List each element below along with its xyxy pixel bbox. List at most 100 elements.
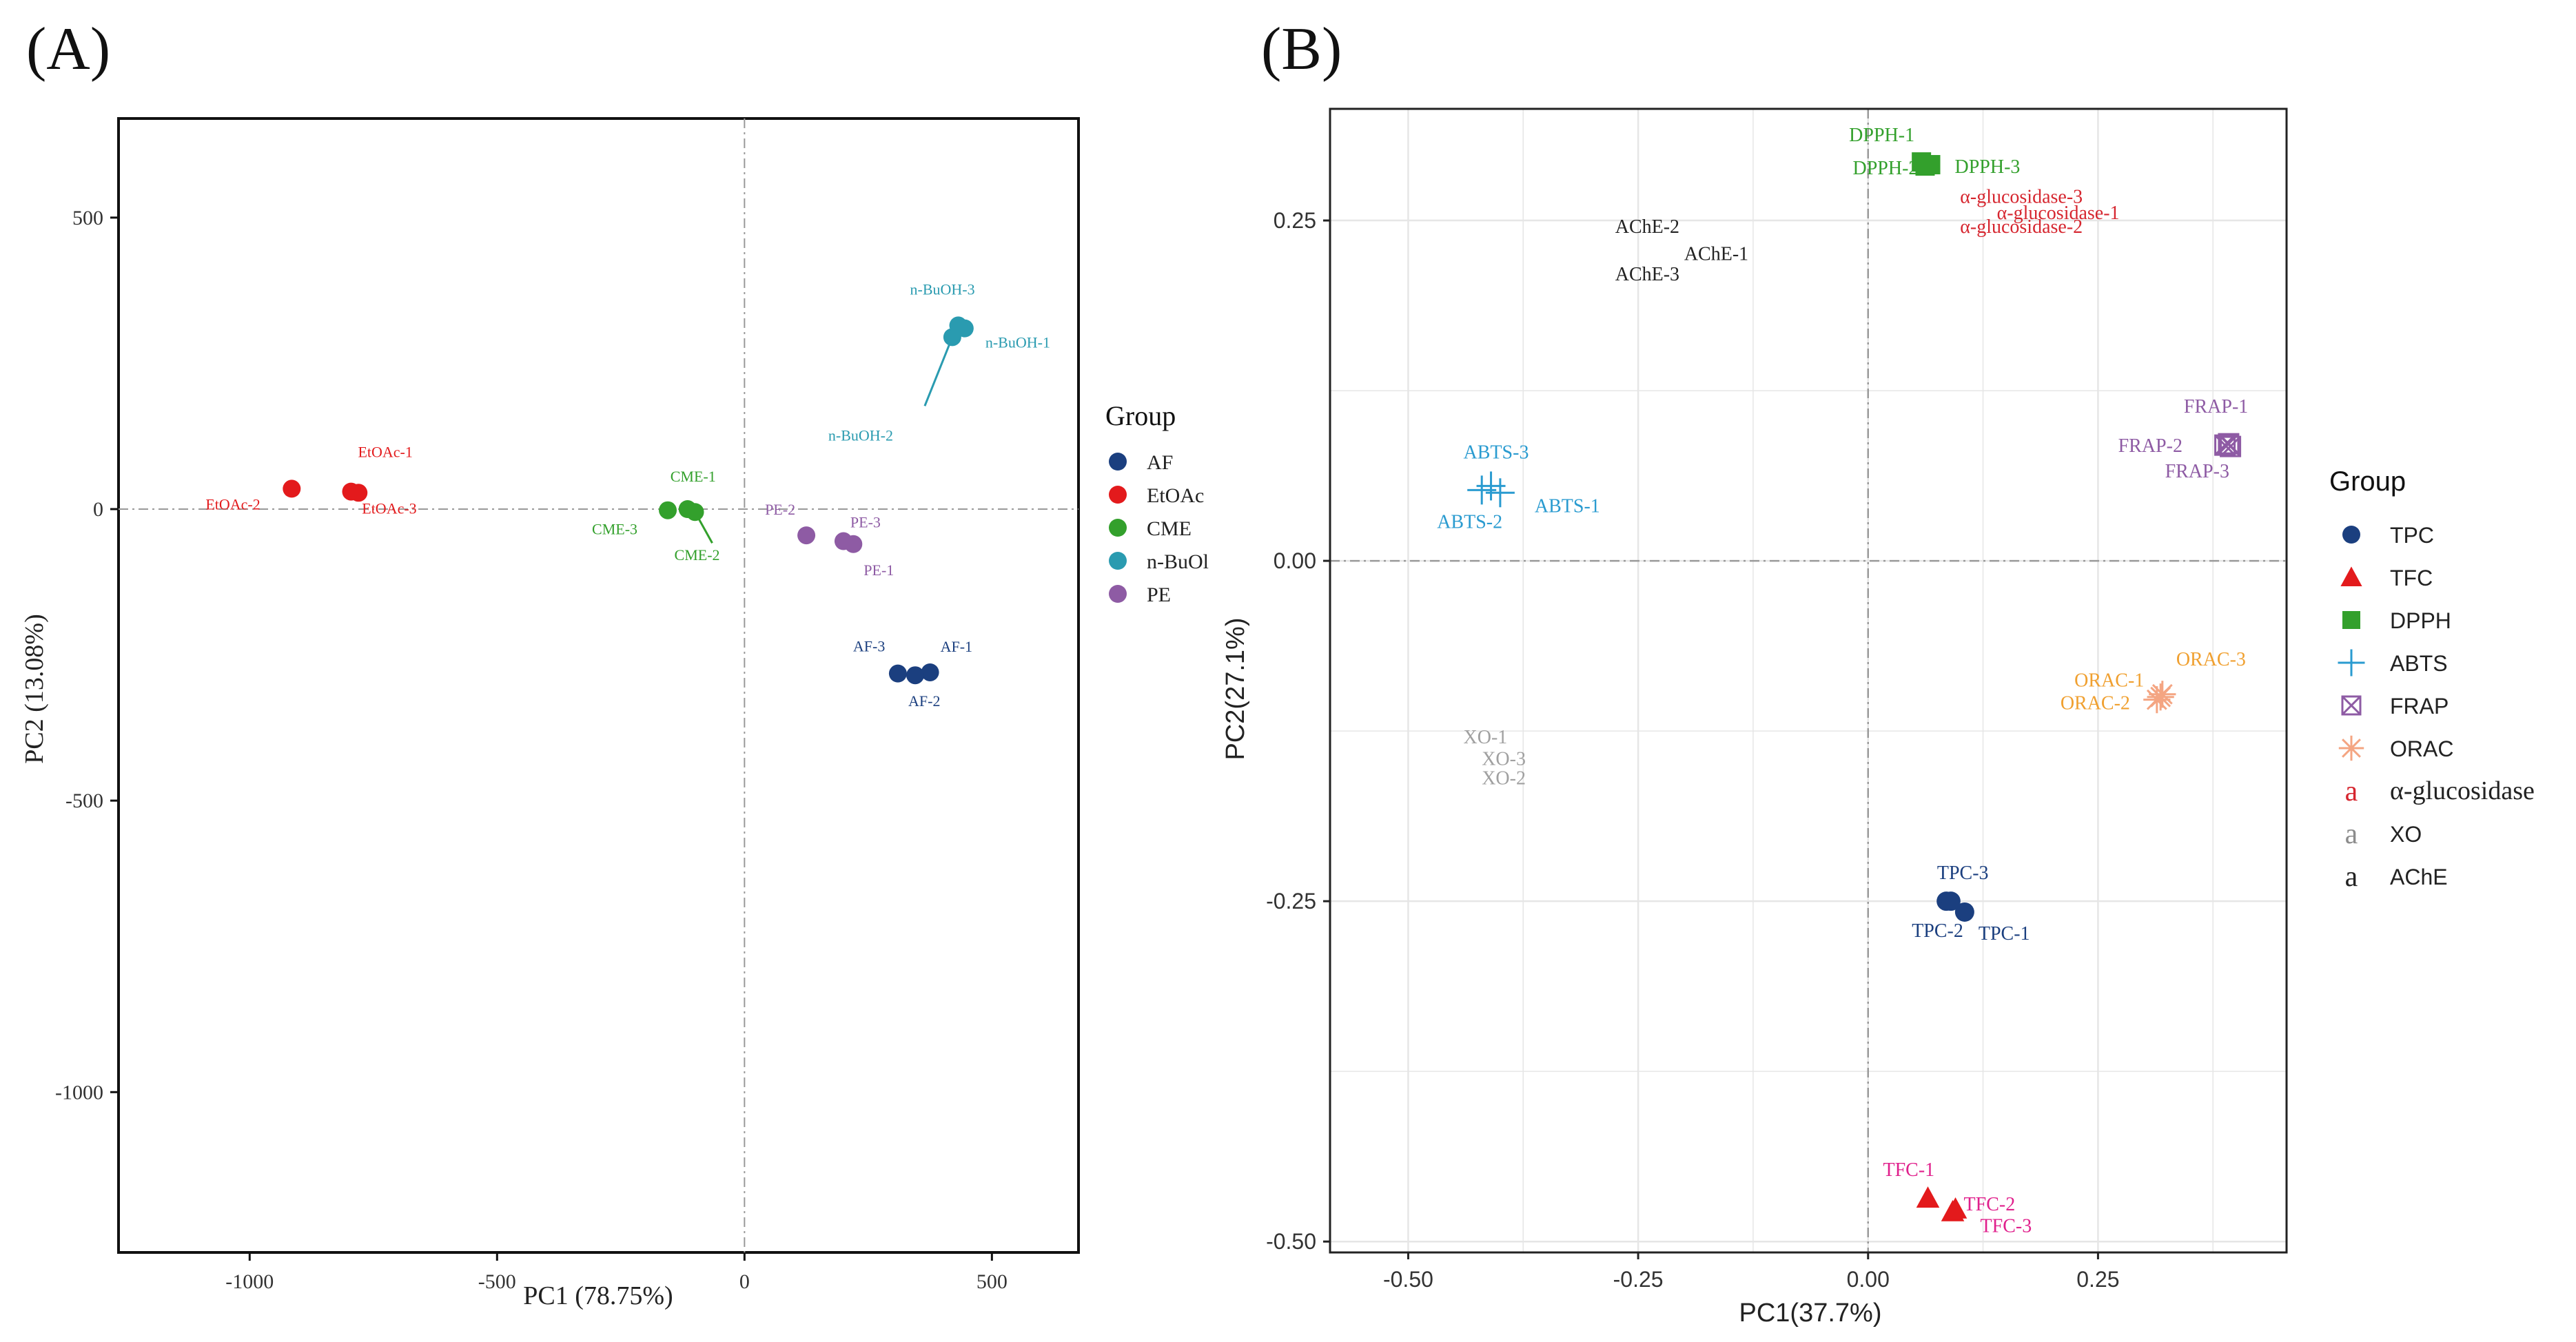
panel-b-point-label-tpc-3: TPC-3: [1937, 863, 1989, 884]
panel-a-xtick-label: 0: [739, 1270, 750, 1293]
panel-b-point-label-frap-2: FRAP-2: [2118, 435, 2183, 457]
panel-b-point-tpc-3: [1941, 891, 1961, 911]
panel-b-legend-marker-abts: [2338, 649, 2365, 677]
panel-b-point-label-ache-2: AChE-2: [1615, 216, 1679, 238]
panel-b-legend-label-tpc: TPC: [2390, 523, 2434, 548]
panel-b-legend-marker-tpc: [2342, 526, 2360, 544]
panel-b: (B) -0.50 -0.25 0.00 0.250.250.00-0.25-0.50…: [1221, 16, 2535, 1328]
panel-a-nbuoh-leader: [923, 336, 954, 406]
panel-b-point-label-tpc-2: TPC-2: [1912, 920, 1963, 942]
panel-b-xtick-label: 0.00: [1847, 1267, 1890, 1292]
panel-b-point-label-dpph-2: DPPH-2: [1852, 158, 1918, 179]
panel-a-point-label-n-buoh-1: n-BuOH-1: [985, 334, 1050, 351]
panel-b-point-dpph-3: [1921, 155, 1941, 175]
panel-b-plot-area: -0.50 -0.25 0.00 0.25 0.25 0.00 -0.25 -0.50 TPC-…: [1266, 107, 2288, 1292]
panel-b-xtick-label: -0.25: [1613, 1267, 1664, 1292]
panel-a-point-label-cme-2: CME-2: [675, 546, 720, 564]
panel-a-legend-title: Group: [1105, 400, 1176, 431]
panel-a-xtick-label: -500: [478, 1270, 516, 1293]
panel-a-legend-label-cme: CME: [1147, 517, 1192, 540]
panel-b-frame: [1329, 107, 2288, 1254]
panel-a-legend-marker-pe: [1109, 585, 1127, 603]
panel-b-point-tpc-1: [1954, 902, 1974, 922]
panel-a-ytick-label: 500: [72, 207, 103, 229]
panel-a-point-af-3: [888, 664, 907, 683]
panel-b-point-label-xo-3: XO-3: [1482, 749, 1526, 770]
panel-a-point-n-buoh-3: [949, 316, 968, 335]
panel-b-point-label-tpc-1: TPC-1: [1979, 923, 2030, 944]
panel-b-point-label-frap-1: FRAP-1: [2184, 396, 2248, 417]
panel-b-point-label-abts-3: ABTS-3: [1464, 442, 1529, 463]
panel-a-point-af-1: [921, 663, 939, 681]
panel-b-xlabel: PC1(37.7%): [1739, 1299, 1882, 1328]
panel-a-point-pe-2: [797, 526, 816, 545]
panel-b-point-label-tfc-2: TFC-2: [1964, 1194, 2016, 1215]
panel-b-point-orac-3: [2149, 681, 2176, 708]
panel-b-ytick-label: -0.50: [1266, 1229, 1316, 1254]
panel-a-point-label-pe-1: PE-1: [863, 561, 894, 579]
panel-b-legend-label-ache: AChE: [2390, 865, 2448, 889]
panel-a-legend-label-etoac: EtOAc: [1147, 484, 1204, 507]
panel-b-ytick-label: -0.25: [1266, 889, 1316, 913]
panel-b-xtick-label: 0.25: [2076, 1267, 2119, 1292]
panel-a-point-label-n-buoh-2: n-BuOH-2: [828, 426, 893, 444]
panel-b-legend-marker-xo: a: [2345, 818, 2358, 850]
panel-a-xtick-label: -1000: [225, 1270, 274, 1293]
panel-b-ylabel: PC2(27.1%): [1221, 618, 1250, 761]
panel-b-legend-marker-dpph: [2342, 611, 2360, 629]
panel-b-legend-marker-orac: [2338, 735, 2364, 761]
panel-b-xtick-label: -0.50: [1383, 1267, 1433, 1292]
panel-a-legend-marker-etoac: [1109, 486, 1127, 504]
panel-b-point-label-dpph-3: DPPH-3: [1955, 156, 2021, 178]
panel-b-point-label-glucosidase-2: α-glucosidase-2: [1960, 216, 2083, 238]
panel-a-point-cme-3: [659, 501, 677, 519]
panel-b-point-label-xo-1: XO-1: [1464, 727, 1508, 748]
panel-a-ylabel: PC2 (13.08%): [20, 614, 49, 763]
panel-b-legend-label-tfc: TFC: [2390, 566, 2433, 590]
panel-b-point-label-glucosidase-3: α-glucosidase-3: [1960, 186, 2083, 207]
panel-b-legend-label-orac: ORAC: [2390, 736, 2453, 761]
panel-a-plot-area: -1000 -500 0 500 500 0 -500 -1000 EtOAc-1 EtOAc-2…: [55, 117, 1080, 1293]
panel-a-point-etoac-3: [349, 484, 368, 502]
panel-b-point-label-orac-3: ORAC-3: [2176, 649, 2246, 670]
panel-b-point-label-orac-2: ORAC-2: [2061, 693, 2130, 714]
panel-a-point-cme-2: [686, 503, 704, 522]
panel-b-point-label-ache-3: AChE-3: [1615, 264, 1679, 285]
panel-b-background: [1330, 109, 2287, 1252]
panel-a-point-label-cme-1: CME-1: [671, 468, 716, 485]
panel-b-point-label-abts-1: ABTS-1: [1535, 495, 1600, 517]
panel-a-ytick-label: -500: [65, 789, 103, 812]
panel-b-ytick-label: 0.25: [1274, 208, 1316, 233]
panel-a-point-label-af-2: AF-2: [908, 692, 940, 710]
panel-a-legend-marker-af: [1109, 453, 1127, 471]
panel-a-label: (A): [26, 16, 110, 83]
panel-b-legend-label-glucosidase: α-glucosidase: [2390, 776, 2535, 805]
panel-a-point-label-n-buoh-3: n-BuOH-3: [910, 280, 975, 298]
panel-a-point-label-pe-2: PE-2: [765, 501, 795, 518]
panel-a: (A) -1000 -500 0 500 500 0 -500 -1000 EtOAc-1 EtO…: [20, 16, 1209, 1310]
panel-b-legend-label-frap: FRAP: [2390, 694, 2449, 719]
panel-a-legend-label-pe: PE: [1147, 584, 1171, 606]
panel-b-legend-marker-tfc: [2340, 566, 2362, 586]
panel-a-point-etoac-2: [283, 479, 301, 498]
panel-b-point-tfc-1: [1916, 1186, 1940, 1208]
panel-b-point-label-xo-2: XO-2: [1482, 767, 1526, 789]
panel-b-point-label-tfc-3: TFC-3: [1981, 1216, 2032, 1237]
panel-b-point-label-ache-1: AChE-1: [1684, 243, 1748, 265]
panel-a-point-label-af-3: AF-3: [853, 638, 885, 655]
panel-b-point-label-tfc-1: TFC-1: [1883, 1159, 1935, 1181]
panel-b-legend-label-abts: ABTS: [2390, 651, 2448, 676]
panel-a-point-label-af-1: AF-1: [941, 638, 972, 655]
panel-a-point-label-etoac-2: EtOAc-2: [205, 495, 260, 513]
panel-b-legend-label-dpph: DPPH: [2390, 608, 2451, 633]
panel-b-point-label-abts-2: ABTS-2: [1437, 511, 1502, 533]
panel-b-label: (B): [1261, 16, 1342, 83]
panel-a-point-label-pe-3: PE-3: [850, 514, 881, 531]
panel-a-legend-marker-n-buol: [1109, 552, 1127, 570]
panel-a-legend-label-n-buol: n-BuOl: [1147, 550, 1209, 573]
panel-b-point-frap-3: [2220, 435, 2242, 457]
panel-b-legend-marker-frap: [2341, 695, 2362, 716]
panel-b-point-label-glucosidase-1: α-glucosidase-1: [1997, 203, 2120, 224]
panel-b-legend-marker-glucosidase: a: [2345, 776, 2358, 807]
